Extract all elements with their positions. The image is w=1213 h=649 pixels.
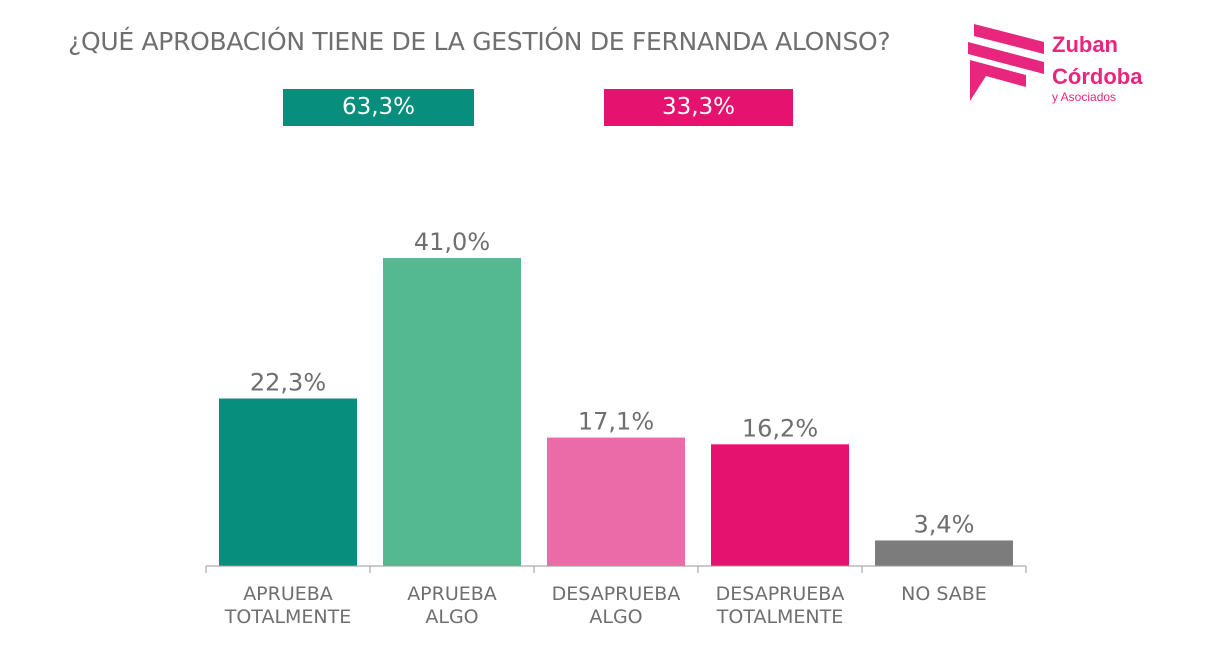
logo-text-asociados: y Asociados (1052, 90, 1117, 104)
company-logo: Zuban Córdoba y Asociados (968, 24, 1158, 104)
disapproval-total-badge: 33,3% (604, 89, 793, 126)
bar-value-label: 17,1% (578, 408, 654, 436)
bar-value-label: 22,3% (250, 369, 326, 397)
bar-value-label: 16,2% (742, 414, 818, 442)
category-label: DESAPRUEBA ALGO (551, 583, 681, 628)
bar-value-label: 3,4% (914, 510, 975, 538)
category-label: APRUEBA ALGO (407, 583, 497, 628)
chart-title: ¿QUÉ APROBACIÓN TIENE DE LA GESTIÓN DE F… (68, 27, 891, 56)
bar-value-label: 41,0% (414, 228, 490, 256)
category-label: DESAPRUEBA TOTALMENTE (715, 583, 845, 628)
category-label: NO SABE (901, 583, 987, 605)
bar (875, 540, 1013, 566)
logo-text-zuban: Zuban (1052, 32, 1118, 57)
approval-total-badge: 63,3% (283, 89, 474, 126)
logo-stripes-icon (968, 24, 1044, 101)
bar (711, 444, 849, 566)
bar (219, 398, 357, 566)
category-label: APRUEBA TOTALMENTE (224, 583, 352, 628)
bar (383, 258, 521, 566)
bar (547, 437, 685, 566)
logo-text-cordoba: Córdoba (1052, 64, 1143, 89)
